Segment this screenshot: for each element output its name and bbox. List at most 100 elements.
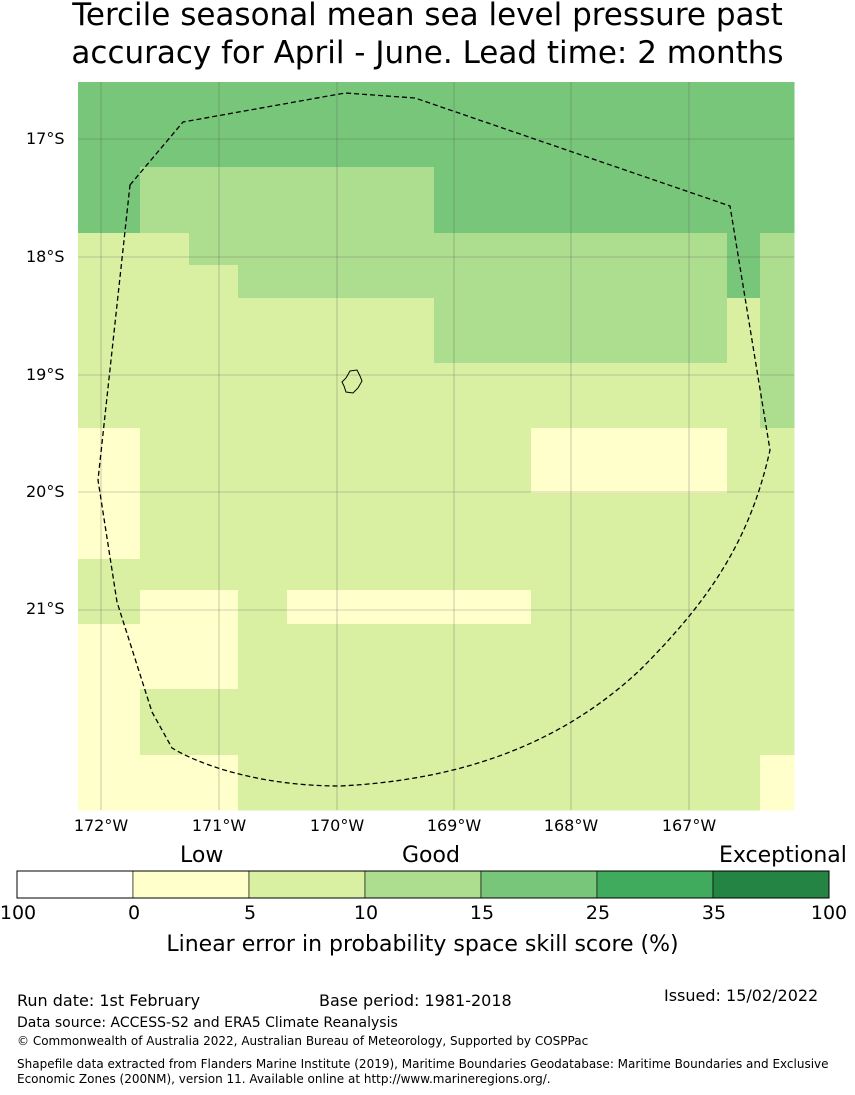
grid-cell [336,363,435,429]
grid-cell [531,167,630,234]
grid-cell [78,265,141,299]
grid-cell [78,755,141,811]
lon-label-168w: 168°W [543,816,599,835]
colorbar-tick: 100 [810,902,848,924]
grid-cell [434,624,532,690]
category-good: Good [402,843,460,868]
grid-cell [189,624,239,690]
colorbar-segment [480,870,598,899]
grid-cell [629,363,728,429]
grid-cell [760,265,795,299]
grid-cell [287,689,337,756]
grid-cell [434,559,532,591]
shapefile-credit-line-2: Economic Zones (200NM), version 11. Avai… [17,1072,551,1086]
grid-cell [531,493,630,560]
grid-cell [531,590,630,625]
grid-cell [629,298,728,364]
lat-label-20s: 20°S [26,482,65,501]
grid-cell [434,233,532,266]
grid-cell [238,493,288,560]
grid-cell [78,493,141,560]
chart-title: Tercile seasonal mean sea level pressure… [0,0,855,72]
grid-cell [531,363,630,429]
colorbar-tick: 25 [585,902,611,924]
grid-cell [189,590,239,625]
colorbar-segment [712,870,830,899]
colorbar-tick: 0 [127,902,141,924]
grid-cell [140,298,190,364]
grid-cell [238,82,288,168]
skill-score-grid [78,82,795,811]
grid-cell [140,755,190,811]
colorbar-segment [364,870,482,899]
grid-cell [760,82,795,168]
grid-cell [629,590,728,625]
grid-cell [238,624,288,690]
grid-cell [434,590,532,625]
grid-cell [336,428,435,494]
grid-cell [727,82,761,168]
grid-cell [760,493,795,560]
grid-cell [140,590,190,625]
grid-cell [434,363,532,429]
lon-label-172w: 172°W [73,816,129,835]
grid-cell [238,167,288,234]
grid-cell [434,755,532,811]
grid-cell [760,590,795,625]
lat-label-18s: 18°S [26,247,65,266]
grid-cell [238,590,288,625]
grid-cell [78,590,141,625]
grid-cell [531,624,630,690]
grid-cell [531,233,630,266]
grid-cell [140,82,190,168]
grid-cell [336,233,435,266]
grid-cell [727,363,761,429]
grid-cell [140,493,190,560]
grid-cell [287,493,337,560]
grid-cell [238,363,288,429]
grid-cell [629,265,728,299]
grid-cell [189,298,239,364]
grid-cell [287,363,337,429]
grid-cell [727,298,761,364]
grid-cell [531,428,630,494]
grid-cell [531,298,630,364]
colorbar [16,870,830,899]
grid-cell [760,428,795,494]
grid-cell [336,493,435,560]
lon-label-170w: 170°W [309,816,365,835]
grid-cell [140,265,190,299]
lon-label-169w: 169°W [426,816,482,835]
grid-cell [434,298,532,364]
title-line-2: accuracy for April - June. Lead time: 2 … [71,35,784,71]
colorbar-tick: 10 [353,902,379,924]
grid-cell [629,624,728,690]
grid-cell [140,559,190,591]
grid-cell [78,298,141,364]
grid-cell [189,82,239,168]
colorbar-outline [16,870,830,899]
grid-cell [78,167,141,234]
category-exceptional: Exceptional [719,843,847,868]
grid-cell [287,167,337,234]
grid-cell [760,298,795,364]
grid-cell [727,493,761,560]
run-date: Run date: 1st February [17,991,201,1010]
grid-cell [189,559,239,591]
colorbar-segment [16,870,134,899]
grid-cell [760,363,795,429]
grid-cell [140,624,190,690]
grid-cell [189,428,239,494]
issued-date: Issued: 15/02/2022 [664,986,819,1005]
colorbar-segment [596,870,714,899]
grid-cell [434,265,532,299]
grid-cell [629,233,728,266]
grid-cell [189,233,239,266]
grid-cell [727,590,761,625]
grid-cell [727,755,761,811]
base-period: Base period: 1981-2018 [319,991,512,1010]
grid-cell [531,689,630,756]
grid-cell [287,298,337,364]
grid-cell [760,233,795,266]
